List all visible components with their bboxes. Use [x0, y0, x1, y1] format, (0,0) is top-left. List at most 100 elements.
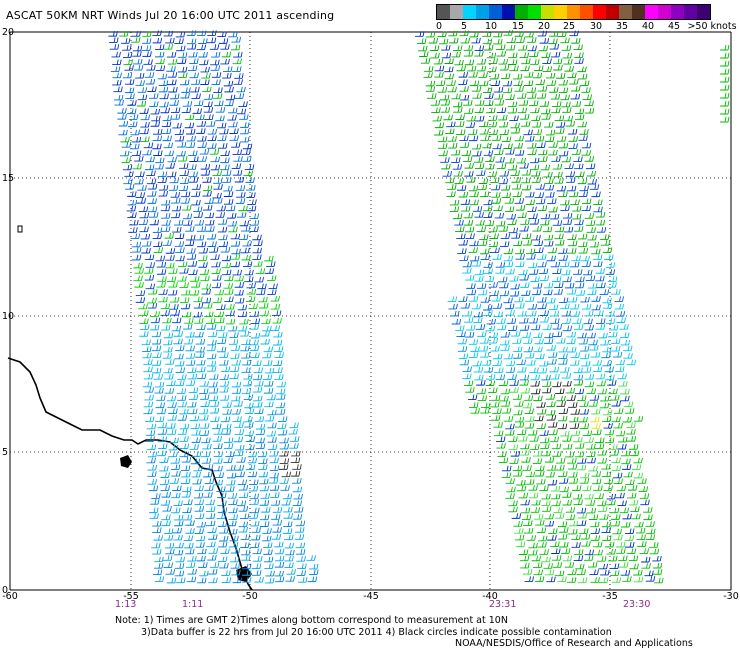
wind-barb [229, 556, 240, 563]
wind-barb [152, 143, 162, 150]
wind-barb [149, 212, 159, 218]
wind-barb [246, 192, 256, 198]
wind-barb [206, 345, 217, 352]
wind-barb [530, 59, 540, 65]
wind-barb [245, 296, 256, 302]
wind-barb [562, 443, 573, 450]
wind-barb [494, 367, 504, 374]
wind-barb [519, 374, 530, 381]
wind-barb [220, 58, 230, 65]
wind-barb [584, 549, 595, 556]
wind-barb [590, 577, 600, 583]
wind-barb [509, 290, 520, 297]
wind-barb [611, 289, 621, 295]
wind-barb [564, 163, 574, 169]
wind-barb [221, 255, 232, 262]
wind-barb [274, 555, 285, 562]
wind-barb [541, 114, 551, 120]
wind-barb [166, 423, 176, 429]
wind-barb [471, 37, 481, 44]
wind-barb [531, 555, 542, 562]
wind-barb [194, 513, 205, 519]
wind-barb [521, 58, 531, 65]
wind-barb [529, 492, 539, 499]
wind-barb [479, 80, 489, 87]
wind-barb [179, 178, 190, 184]
wind-barb [256, 289, 266, 295]
wind-barb [147, 191, 157, 197]
colorbar-swatch [684, 5, 697, 19]
wind-barb [225, 303, 235, 310]
wind-barb [514, 150, 525, 156]
wind-barb [210, 65, 221, 71]
wind-barb [259, 514, 270, 521]
wind-barb [201, 72, 211, 79]
wind-barb [637, 478, 647, 484]
axis-tick-label: 20 [2, 27, 14, 38]
wind-barb [199, 381, 209, 387]
credit-line: NOAA/NESDIS/Office of Research and Appli… [455, 638, 693, 649]
wind-barb [488, 337, 499, 344]
wind-barb [252, 247, 262, 254]
wind-barb [263, 542, 273, 549]
wind-barb [227, 213, 237, 219]
wind-barb [562, 492, 572, 498]
wind-barb [565, 171, 576, 177]
wind-barb [541, 108, 551, 115]
wind-barb [207, 241, 217, 247]
axis-tick-label: 5 [2, 447, 8, 458]
wind-barb [477, 395, 488, 401]
wind-barb [214, 472, 224, 479]
wind-barb [513, 80, 523, 87]
wind-barb [551, 156, 561, 162]
axis-tick-label: 0 [2, 585, 8, 596]
wind-barb [242, 563, 252, 570]
wind-barb [450, 149, 461, 156]
wind-barb [262, 325, 272, 332]
wind-barb [249, 499, 260, 505]
wind-barb [194, 100, 204, 106]
wind-barb [539, 316, 550, 323]
wind-barb [599, 339, 610, 346]
wind-barb [556, 395, 566, 402]
wind-barb [284, 562, 294, 569]
wind-barb [259, 500, 270, 506]
wind-barb [244, 408, 255, 415]
colorbar-swatch [671, 5, 684, 19]
wind-barb [566, 577, 577, 583]
wind-barb [476, 170, 486, 176]
wind-barb [510, 170, 520, 176]
wind-barb [555, 239, 565, 246]
wind-barb [634, 521, 644, 528]
wind-barb [239, 331, 250, 337]
wind-barb [253, 261, 263, 267]
wind-barbs [108, 30, 730, 584]
wind-barb [142, 51, 152, 57]
wind-barb [570, 352, 581, 358]
wind-barb [139, 128, 149, 135]
wind-barb [560, 367, 570, 373]
wind-barb [176, 577, 186, 584]
wind-barb [199, 148, 210, 155]
wind-barb [189, 72, 199, 79]
wind-barb [558, 359, 568, 365]
wind-barb [649, 542, 659, 548]
wind-barb [154, 563, 164, 569]
wind-barb [602, 297, 612, 304]
wind-barb [239, 318, 249, 325]
wind-barb [460, 199, 471, 205]
wind-barb [522, 239, 533, 246]
wind-barb [447, 184, 457, 190]
wind-barb [152, 37, 163, 44]
wind-barb [498, 178, 509, 185]
wind-barb [294, 534, 305, 540]
wind-barb [144, 164, 155, 171]
wind-barb [463, 220, 474, 226]
wind-barb [581, 360, 591, 367]
wind-barb [178, 155, 188, 162]
wind-barb [200, 401, 210, 407]
wind-barb [532, 129, 543, 135]
wind-barb [215, 115, 225, 122]
wind-barb [576, 464, 587, 471]
wind-barb [505, 367, 516, 373]
